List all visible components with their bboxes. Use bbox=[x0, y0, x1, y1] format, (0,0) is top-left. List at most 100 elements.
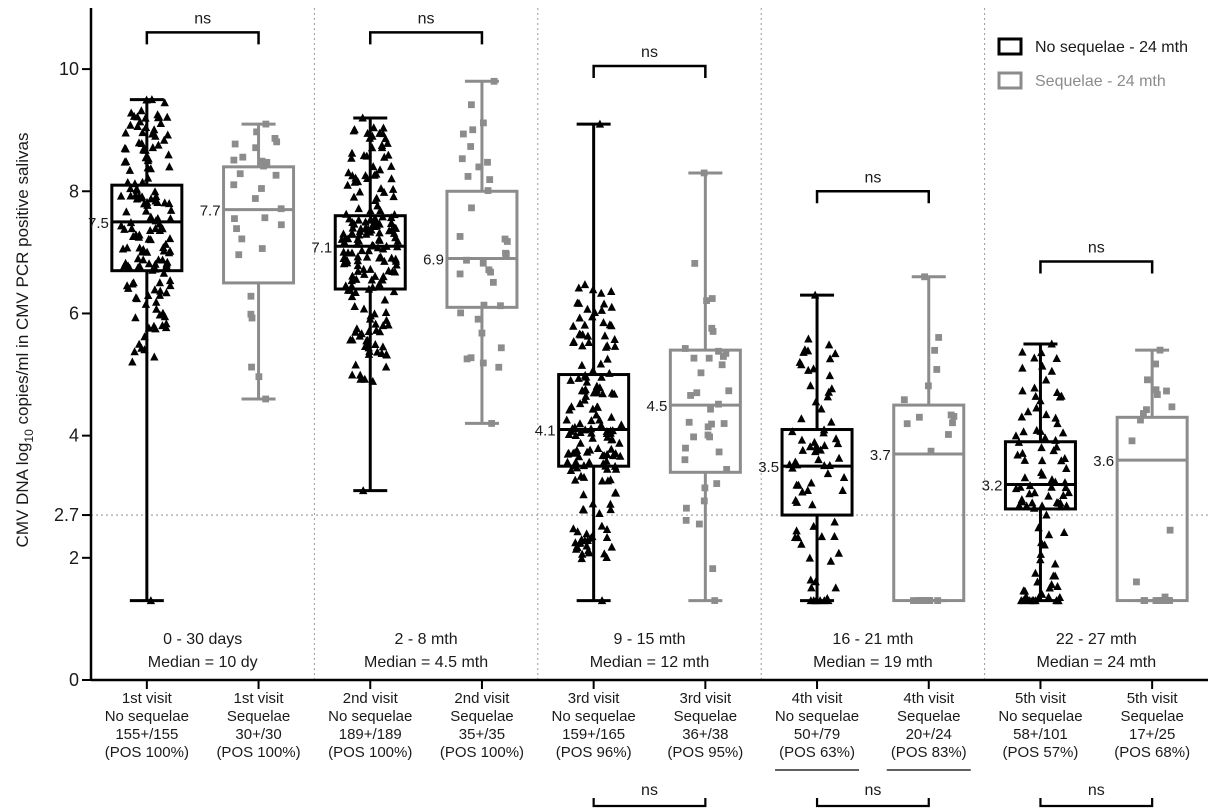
data-point bbox=[364, 246, 374, 255]
data-point bbox=[1153, 391, 1161, 398]
box bbox=[333, 116, 407, 493]
data-point bbox=[1166, 526, 1174, 534]
data-point bbox=[826, 556, 836, 565]
data-point bbox=[272, 171, 280, 179]
data-point bbox=[467, 101, 475, 109]
data-point bbox=[391, 256, 401, 265]
x-category-label: 36+/38 bbox=[682, 726, 728, 743]
data-point bbox=[563, 457, 572, 466]
x-category-label: No sequelae bbox=[775, 708, 859, 725]
data-point bbox=[146, 194, 156, 203]
legend: No sequelae - 24 mth Sequelae - 24 mth bbox=[997, 37, 1188, 90]
data-point bbox=[1161, 593, 1169, 601]
data-point bbox=[238, 235, 246, 243]
data-point bbox=[165, 162, 174, 171]
data-point bbox=[347, 148, 357, 157]
data-point bbox=[617, 420, 626, 429]
data-point bbox=[575, 419, 585, 428]
data-point bbox=[587, 428, 596, 437]
x-category-label: Sequelae bbox=[674, 708, 737, 725]
data-point bbox=[685, 418, 693, 426]
data-point bbox=[347, 248, 357, 257]
data-point bbox=[839, 473, 849, 482]
data-point bbox=[247, 292, 255, 300]
data-point bbox=[380, 256, 389, 265]
data-point bbox=[233, 225, 240, 233]
data-point bbox=[134, 339, 144, 348]
data-point bbox=[375, 228, 384, 237]
data-point bbox=[372, 169, 381, 178]
box-iqr bbox=[110, 183, 184, 273]
data-point bbox=[592, 410, 601, 419]
data-point bbox=[588, 404, 598, 413]
y-axis: 0 2 2.7 4 6 8 10 bbox=[54, 8, 1208, 690]
data-point bbox=[607, 412, 616, 421]
data-point bbox=[793, 533, 803, 542]
data-point bbox=[474, 315, 482, 323]
data-point bbox=[261, 214, 269, 222]
data-point bbox=[154, 140, 163, 149]
data-point bbox=[127, 224, 136, 233]
data-point bbox=[615, 438, 624, 447]
data-point bbox=[378, 342, 388, 351]
data-point bbox=[571, 431, 580, 440]
data-point bbox=[807, 583, 816, 592]
data-point bbox=[1011, 431, 1021, 440]
data-point bbox=[375, 327, 385, 336]
box-iqr bbox=[222, 165, 296, 285]
data-point bbox=[602, 532, 612, 541]
data-point bbox=[467, 354, 475, 362]
data-point bbox=[495, 363, 503, 371]
x-category-label: 17+/25 bbox=[1129, 726, 1175, 743]
data-point bbox=[1061, 483, 1070, 492]
data-point bbox=[816, 445, 825, 454]
data-point bbox=[248, 363, 255, 371]
box bbox=[557, 122, 631, 603]
x-category-label: No sequelae bbox=[552, 708, 636, 725]
box bbox=[110, 98, 184, 603]
x-category-label: (POS 100%) bbox=[440, 744, 524, 761]
data-point bbox=[1057, 456, 1066, 465]
data-point bbox=[154, 113, 163, 122]
data-point bbox=[827, 417, 836, 426]
data-point bbox=[566, 465, 576, 474]
data-point bbox=[484, 158, 491, 166]
data-point bbox=[133, 122, 142, 131]
data-point bbox=[569, 321, 578, 330]
data-point bbox=[595, 508, 604, 517]
data-point bbox=[831, 583, 840, 592]
data-point bbox=[570, 448, 580, 457]
data-point bbox=[693, 389, 701, 397]
x-category-label: 155+/155 bbox=[115, 726, 178, 743]
box bbox=[1003, 342, 1077, 603]
data-point bbox=[1047, 366, 1057, 375]
y-tick-label: 0 bbox=[69, 670, 79, 690]
data-point bbox=[159, 246, 169, 255]
data-point bbox=[121, 128, 130, 137]
data-point bbox=[151, 259, 160, 268]
data-point bbox=[610, 341, 620, 350]
data-point bbox=[1128, 437, 1136, 445]
data-point bbox=[569, 524, 578, 533]
data-point bbox=[497, 302, 504, 310]
data-point bbox=[607, 321, 616, 330]
significance-label: ns bbox=[1088, 240, 1105, 257]
data-point bbox=[148, 143, 158, 152]
data-point bbox=[239, 153, 247, 161]
data-point bbox=[598, 476, 607, 485]
significance-label: ns bbox=[1088, 782, 1105, 799]
box bbox=[222, 122, 296, 401]
data-point bbox=[135, 261, 144, 270]
data-point bbox=[251, 195, 259, 202]
data-point bbox=[1062, 464, 1071, 473]
x-category-label: (POS 63%) bbox=[779, 744, 855, 761]
data-point bbox=[583, 331, 593, 340]
group-points bbox=[337, 113, 402, 495]
significance-label: ns bbox=[864, 782, 881, 799]
data-point bbox=[577, 554, 586, 563]
data-point bbox=[151, 192, 161, 201]
data-point bbox=[129, 111, 139, 120]
median-value-label: 7.1 bbox=[311, 239, 332, 256]
data-point bbox=[804, 334, 813, 343]
data-point bbox=[456, 233, 464, 240]
